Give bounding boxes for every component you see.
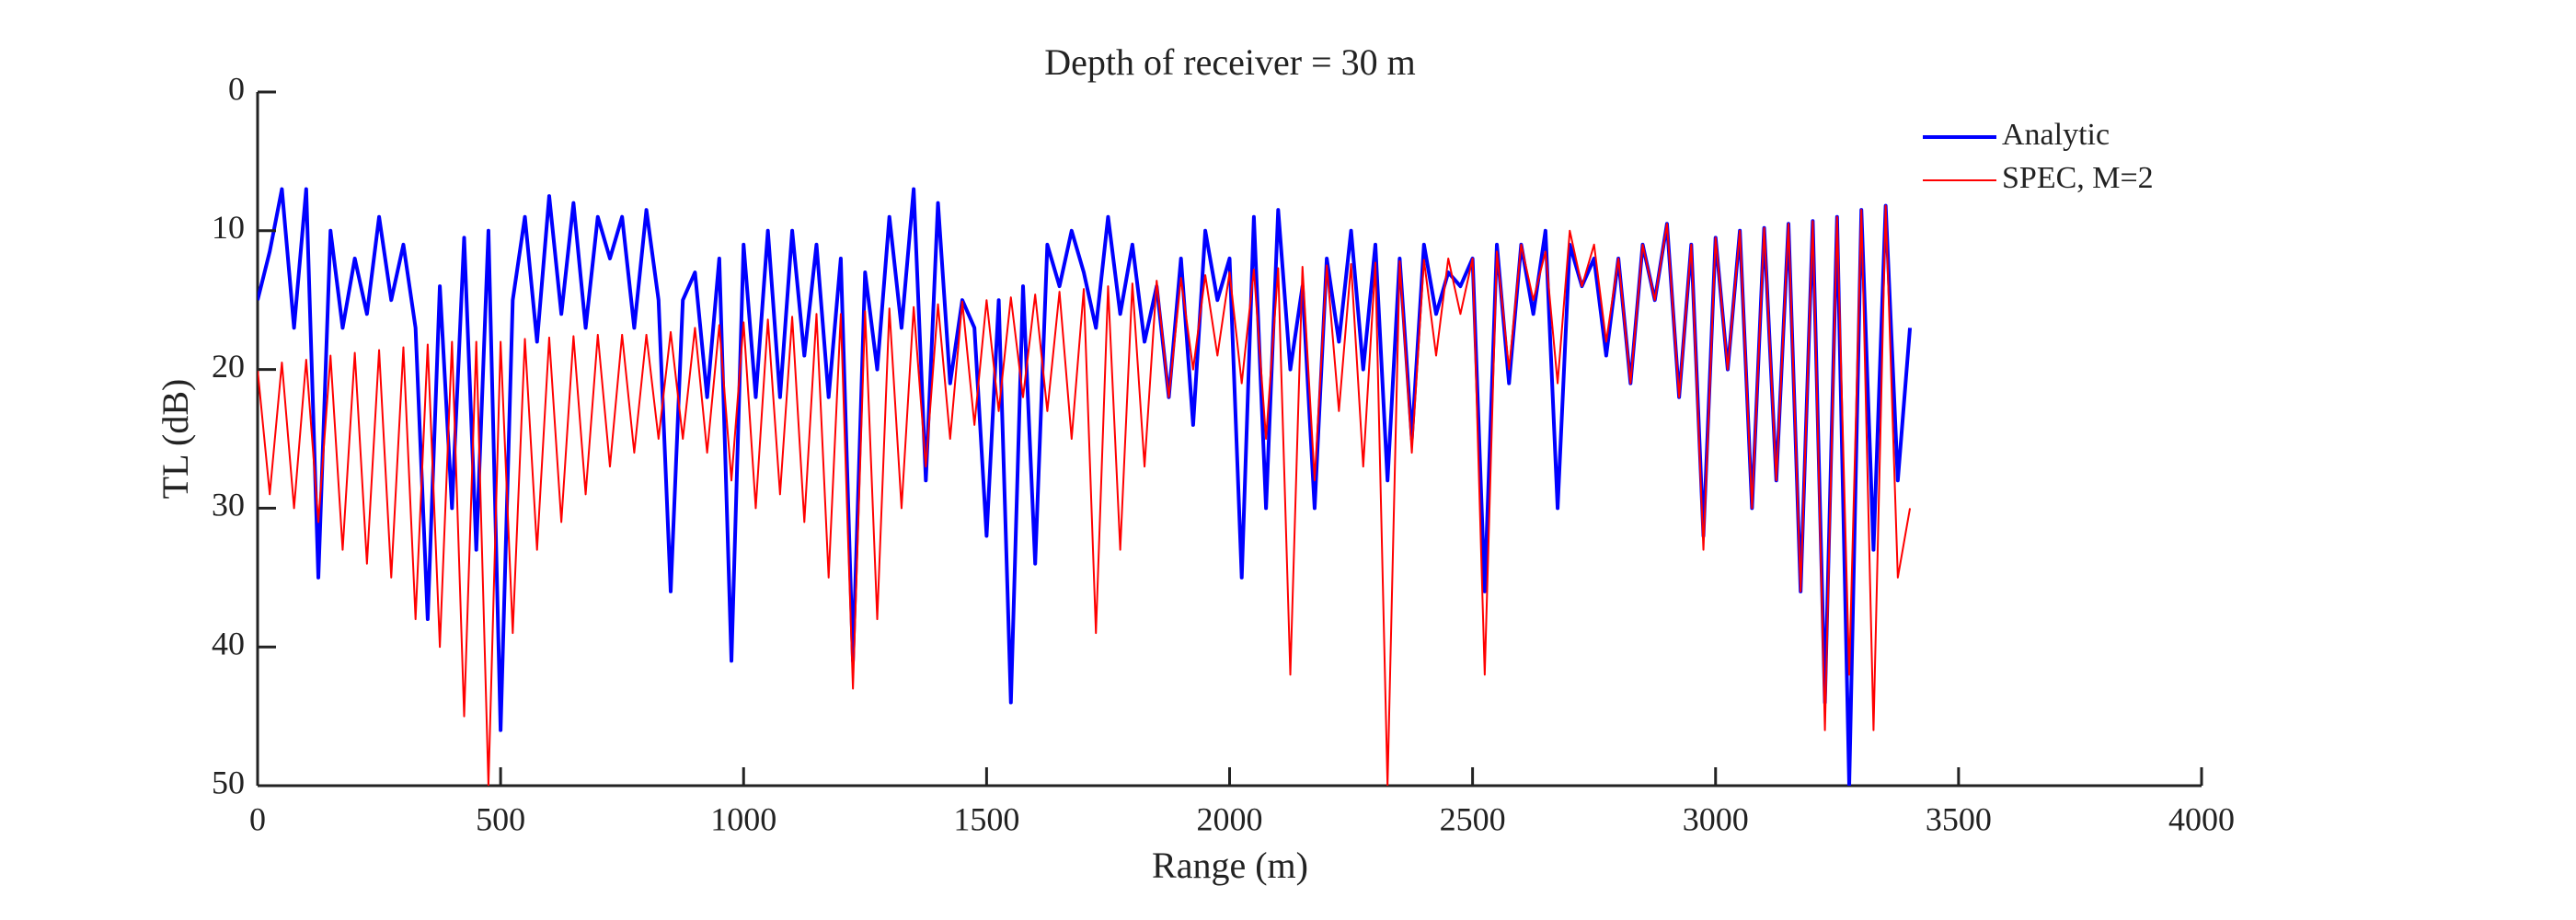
x-axis-label: Range (m): [1152, 845, 1308, 886]
x-tick-label: 3500: [1926, 800, 1992, 837]
y-tick-label: 50: [212, 764, 245, 800]
x-tick-label: 2000: [1197, 800, 1263, 837]
x-tick-label: 1000: [710, 800, 776, 837]
legend-label: Analytic: [2002, 118, 2110, 152]
chart-title: Depth of receiver = 30 m: [1044, 41, 1416, 83]
x-tick-label: 4000: [2168, 800, 2235, 837]
x-tick-label: 0: [249, 800, 266, 837]
y-tick-label: 20: [212, 348, 245, 385]
y-axis-label: TL (dB): [155, 379, 196, 500]
x-tick-label: 3000: [1683, 800, 1749, 837]
x-tick-label: 2500: [1440, 800, 1506, 837]
x-tick-label: 1500: [953, 800, 1019, 837]
y-tick-label: 30: [212, 487, 245, 523]
y-tick-label: 0: [228, 70, 245, 107]
plot-area: [258, 187, 1913, 786]
legend-label: SPEC, M=2: [2002, 161, 2154, 195]
series-line: [258, 204, 1912, 786]
x-tick-label: 500: [476, 800, 525, 837]
y-tick-label: 10: [212, 209, 245, 246]
y-tick-label: 40: [212, 625, 245, 661]
series-line: [258, 187, 1913, 786]
